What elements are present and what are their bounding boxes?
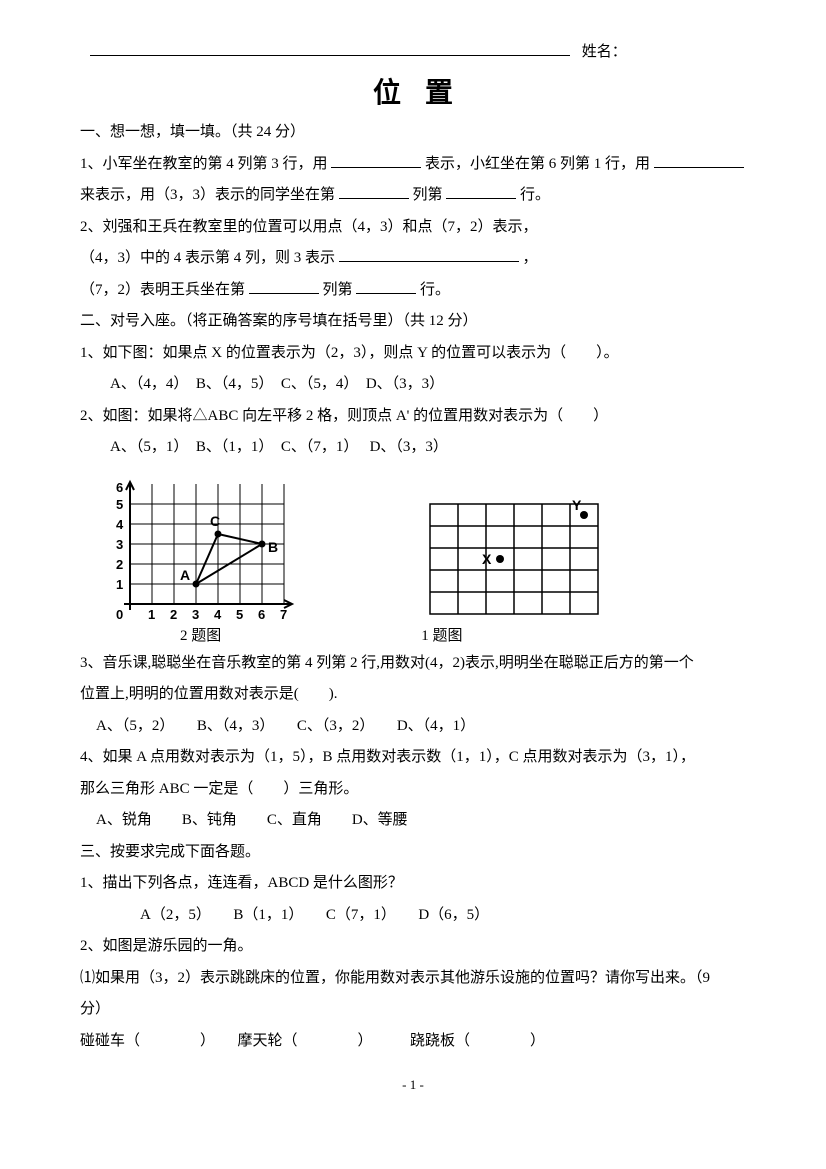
svg-text:A: A bbox=[180, 567, 190, 583]
svg-text:7: 7 bbox=[280, 607, 287, 622]
blank[interactable] bbox=[446, 185, 516, 200]
s2-q3b: 位置上,明明的位置用数对表示是( ). bbox=[80, 679, 746, 711]
s1-q2e: 列第 bbox=[323, 282, 353, 298]
svg-text:5: 5 bbox=[236, 607, 243, 622]
s2-q4b: 那么三角形 ABC 一定是（ ）三角形。 bbox=[80, 774, 746, 806]
s1-q2-line2: （4，3）中的 4 表示第 4 列，则 3 表示 ， bbox=[80, 243, 746, 275]
svg-text:2: 2 bbox=[116, 557, 123, 572]
s1-q2d: （7，2）表明王兵坐在第 bbox=[80, 282, 245, 298]
blank[interactable] bbox=[654, 153, 744, 168]
svg-text:3: 3 bbox=[116, 537, 123, 552]
figure-captions: 2 题图 1 题图 bbox=[80, 624, 746, 648]
s1-q1c: 来表示，用（3，3）表示的同学坐在第 bbox=[80, 187, 335, 203]
s1-q2c: ， bbox=[523, 250, 538, 266]
s1-q2-line3: （7，2）表明王兵坐在第 列第 行。 bbox=[80, 275, 746, 307]
s2-q3a: 3、音乐课,聪聪坐在音乐教室的第 4 列第 2 行,用数对(4，2)表示,明明坐… bbox=[80, 648, 746, 680]
svg-text:Y: Y bbox=[572, 497, 582, 513]
s1-q2a: 2、刘强和王兵在教室里的位置可以用点（4，3）和点（7，2）表示， bbox=[80, 212, 746, 244]
s3-q2: 2、如图是游乐园的一角。 bbox=[80, 931, 746, 963]
s3-q1-pts: A（2，5） B（1，1） C（7，1） D（6，5） bbox=[80, 900, 746, 932]
svg-text:6: 6 bbox=[258, 607, 265, 622]
svg-text:3: 3 bbox=[192, 607, 199, 622]
figure-right: X Y bbox=[420, 494, 610, 624]
svg-text:4: 4 bbox=[214, 607, 222, 622]
page-title: 位置 bbox=[80, 71, 746, 111]
s3-heading: 三、按要求完成下面各题。 bbox=[80, 837, 746, 869]
s2-heading: 二、对号入座。（将正确答案的序号填在括号里）（共 12 分） bbox=[80, 306, 746, 338]
s2-q2-opts: A、（5，1） B、（1，1） C、（7，1） D、（3，3） bbox=[80, 432, 746, 464]
svg-text:1: 1 bbox=[148, 607, 155, 622]
svg-text:5: 5 bbox=[116, 497, 123, 512]
s3-q2-items: 碰碰车（ ） 摩天轮（ ） 跷跷板（ ） bbox=[80, 1026, 746, 1058]
name-label: 姓名： bbox=[582, 40, 627, 61]
s1-q1-line2: 来表示，用（3，3）表示的同学坐在第 列第 行。 bbox=[80, 180, 746, 212]
svg-text:0: 0 bbox=[116, 607, 123, 622]
header-line bbox=[90, 55, 570, 56]
s1-q1e: 行。 bbox=[520, 187, 550, 203]
svg-text:B: B bbox=[268, 539, 278, 555]
s1-q2b: （4，3）中的 4 表示第 4 列，则 3 表示 bbox=[80, 250, 335, 266]
s2-q2: 2、如图：如果将△ABC 向左平移 2 格，则顶点 A' 的位置用数对表示为（ … bbox=[80, 401, 746, 433]
s3-q1: 1、描出下列各点，连连看，ABCD 是什么图形？ bbox=[80, 868, 746, 900]
blank[interactable] bbox=[339, 248, 519, 263]
blank[interactable] bbox=[331, 153, 421, 168]
s1-q1a: 1、小军坐在教室的第 4 列第 3 行，用 bbox=[80, 156, 328, 172]
blank[interactable] bbox=[339, 185, 409, 200]
page-number: - 1 - bbox=[80, 1077, 746, 1093]
svg-text:C: C bbox=[210, 513, 220, 529]
s2-q4a: 4、如果 A 点用数对表示为（1，5），B 点用数对表示数（1，1），C 点用数… bbox=[80, 742, 746, 774]
s2-q1: 1、如下图：如果点 X 的位置表示为（2，3），则点 Y 的位置可以表示为（ ）… bbox=[80, 338, 746, 370]
svg-text:6: 6 bbox=[116, 480, 123, 495]
svg-text:2: 2 bbox=[170, 607, 177, 622]
svg-text:X: X bbox=[482, 551, 492, 567]
svg-text:4: 4 bbox=[116, 517, 124, 532]
s1-q1d: 列第 bbox=[413, 187, 443, 203]
figure-left: 1 2 3 4 5 6 0 1 2 3 4 5 6 7 bbox=[100, 474, 300, 624]
svg-text:1: 1 bbox=[116, 577, 123, 592]
s1-q2f: 行。 bbox=[420, 282, 450, 298]
s3-q2-1b: 分） bbox=[80, 994, 746, 1026]
caption-left: 2 题图 bbox=[180, 624, 221, 648]
s2-q4-opts: A、锐角 B、钝角 C、直角 D、等腰 bbox=[80, 805, 746, 837]
s1-q1b: 表示，小红坐在第 6 列第 1 行，用 bbox=[425, 156, 650, 172]
s1-heading: 一、想一想，填一填。（共 24 分） bbox=[80, 117, 746, 149]
s2-q3-opts: A、（5，2） B、（4，3） C、（3，2） D、（4，1） bbox=[80, 711, 746, 743]
figures-row: 1 2 3 4 5 6 0 1 2 3 4 5 6 7 bbox=[100, 474, 746, 624]
header-row: 姓名： bbox=[80, 40, 746, 61]
blank[interactable] bbox=[356, 279, 416, 294]
s2-q1-opts: A、（4，4） B、（4，5） C、（5，4） D、（3，3） bbox=[80, 369, 746, 401]
blank[interactable] bbox=[249, 279, 319, 294]
s3-q2-1a: ⑴如果用（3，2）表示跳跳床的位置，你能用数对表示其他游乐设施的位置吗？请你写出… bbox=[80, 963, 746, 995]
caption-right: 1 题图 bbox=[421, 624, 462, 648]
s1-q1-line1: 1、小军坐在教室的第 4 列第 3 行，用 表示，小红坐在第 6 列第 1 行，… bbox=[80, 149, 746, 181]
